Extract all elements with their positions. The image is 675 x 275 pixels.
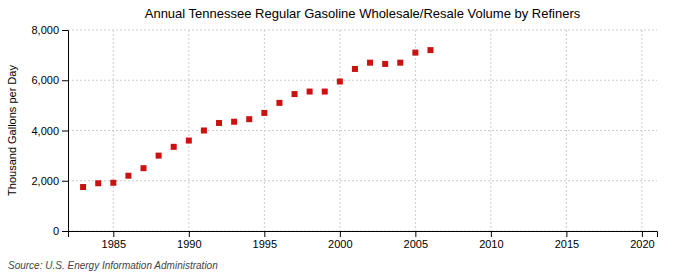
x-tick-mark [566, 231, 567, 237]
x-tick-mark [264, 231, 265, 237]
y-tick-mark [62, 181, 68, 182]
point [322, 89, 328, 95]
point [231, 119, 237, 125]
y-axis-line [62, 31, 69, 232]
x-tick-label: 2020 [630, 238, 654, 250]
x-tick-label: 2000 [328, 238, 352, 250]
x-axis: 1985 1990 1995 2000 2005 2010 2015 2020 [69, 231, 658, 250]
x-tick-mark [415, 231, 416, 237]
x-tick-mark [491, 231, 492, 237]
point [246, 116, 252, 122]
point [110, 180, 116, 186]
point [367, 60, 373, 66]
point [276, 100, 282, 106]
point [261, 110, 267, 116]
x-tick: 1985 [102, 231, 126, 250]
point [171, 144, 177, 150]
x-tick-mark [113, 231, 114, 237]
x-tick-mark [340, 231, 341, 237]
x-tick-label: 2015 [555, 238, 579, 250]
y-axis-title: Thousand Gallons per Day [6, 65, 18, 196]
point [292, 91, 298, 97]
y-tick-label: 2,000 [31, 175, 59, 187]
point [95, 180, 101, 186]
grid-line-x [490, 30, 491, 231]
point [397, 60, 403, 66]
title: Annual Tennessee Regular Gasoline Wholes… [145, 6, 581, 21]
point [427, 47, 433, 53]
x-tick-label: 1990 [177, 238, 201, 250]
y-tick: 8,000 [31, 24, 68, 36]
x-tick-label: 2010 [479, 238, 503, 250]
annotation: Source: U.S. Energy Information Administ… [8, 260, 218, 271]
y-tick-label: 6,000 [31, 74, 59, 86]
point [352, 66, 358, 72]
grid [68, 30, 657, 231]
x-tick: 2020 [630, 231, 654, 250]
point [307, 89, 313, 95]
y-tick-mark [62, 80, 68, 81]
point [186, 138, 192, 144]
grid-line-x [566, 30, 567, 231]
grid-line-x [415, 30, 416, 231]
y-axis: 0 2,000 4,000 6,000 8,000 [31, 24, 68, 237]
point [382, 61, 388, 67]
point [141, 165, 147, 171]
x-tick: 2005 [404, 231, 428, 250]
y-tick: 6,000 [31, 74, 68, 86]
x-tick-label: 1985 [102, 238, 126, 250]
y-tick-label: 4,000 [31, 125, 59, 137]
y-tick-mark [62, 131, 68, 132]
x-tick-mark [189, 231, 190, 237]
point [80, 184, 86, 190]
x-tick: 1995 [253, 231, 277, 250]
y-tick: 0 [53, 225, 68, 237]
y-tick: 2,000 [31, 175, 68, 187]
x-tick: 2015 [555, 231, 579, 250]
y-tick-label: 0 [53, 225, 59, 237]
x-tick-label: 1995 [253, 238, 277, 250]
point [412, 50, 418, 56]
point [337, 79, 343, 85]
y-tick-label: 8,000 [31, 24, 59, 36]
x-axis-line [69, 232, 658, 238]
point [156, 153, 162, 159]
grid-line-y [68, 130, 657, 131]
point [201, 128, 207, 134]
grid-line-y [68, 180, 657, 181]
grid-line-y [68, 30, 657, 31]
plot: 1985 1990 1995 2000 2005 2010 2015 2020 0 2,000 4,… [31, 24, 657, 250]
points [80, 47, 433, 190]
y-tick-mark [62, 30, 68, 31]
chart: 1985 1990 1995 2000 2005 2010 2015 2020 0 2,000 4,… [0, 0, 675, 275]
x-tick-label: 2005 [404, 238, 428, 250]
grid-line-y [68, 80, 657, 81]
x-tick-mark [642, 231, 643, 237]
x-tick: 1990 [177, 231, 201, 250]
point [125, 173, 131, 179]
x-tick: 2000 [328, 231, 352, 250]
x-tick: 2010 [479, 231, 503, 250]
y-tick-mark [62, 231, 68, 232]
point [216, 120, 222, 126]
y-tick: 4,000 [31, 125, 68, 137]
